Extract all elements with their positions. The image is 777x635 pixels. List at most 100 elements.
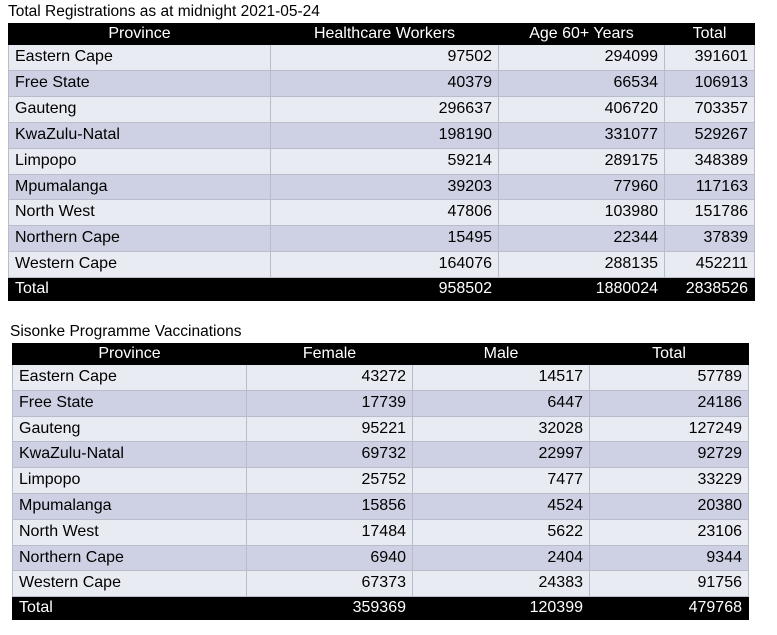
value-cell: 331077: [498, 121, 665, 149]
table-row: Limpopo 25752 7477 33229: [12, 467, 749, 494]
value-cell: 198190: [270, 121, 499, 149]
province-cell: KwaZulu-Natal: [12, 441, 247, 469]
value-cell: 15856: [246, 492, 413, 520]
province-cell: Limpopo: [12, 467, 247, 494]
value-cell: 348389: [664, 147, 755, 175]
value-cell: 92729: [589, 441, 749, 469]
registrations-header-row: Province Healthcare Workers Age 60+ Year…: [8, 23, 755, 45]
province-cell: Northern Cape: [8, 225, 271, 253]
value-cell: 77960: [498, 173, 665, 201]
value-cell: 22344: [498, 225, 665, 253]
value-cell: 91756: [589, 570, 749, 598]
table-row: Gauteng 296637 406720 703357: [8, 95, 755, 123]
province-cell: Northern Cape: [12, 544, 247, 572]
table-row: Mpumalanga 39203 77960 117163: [8, 173, 755, 201]
header-province: Province: [8, 23, 271, 45]
value-cell: 47806: [270, 199, 499, 227]
value-cell: 703357: [664, 95, 755, 123]
value-cell: 296637: [270, 95, 499, 123]
province-cell: Free State: [8, 69, 271, 97]
registrations-total-row: Total 958502 1880024 2838526: [8, 277, 755, 302]
table-row: Gauteng 95221 32028 127249: [12, 415, 749, 443]
value-cell: 127249: [589, 415, 749, 443]
value-cell: 17739: [246, 389, 413, 417]
table-row: Eastern Cape 97502 294099 391601: [8, 44, 755, 71]
province-cell: Mpumalanga: [12, 492, 247, 520]
header-age-60-plus: Age 60+ Years: [498, 23, 665, 45]
sisonke-table: Province Female Male Total Eastern Cape 4…: [12, 343, 749, 621]
value-cell: 57789: [589, 364, 749, 391]
total-age-60-plus: 1880024: [498, 277, 665, 302]
value-cell: 39203: [270, 173, 499, 201]
header-male: Male: [412, 343, 590, 365]
total-label: Total: [8, 277, 271, 302]
sisonke-total-row: Total 359369 120399 479768: [12, 596, 749, 621]
value-cell: 2404: [412, 544, 590, 572]
value-cell: 391601: [664, 44, 755, 71]
value-cell: 14517: [412, 364, 590, 391]
value-cell: 40379: [270, 69, 499, 97]
value-cell: 6447: [412, 389, 590, 417]
table-row: KwaZulu-Natal 69732 22997 92729: [12, 441, 749, 469]
value-cell: 529267: [664, 121, 755, 149]
table-row: Northern Cape 15495 22344 37839: [8, 225, 755, 253]
total-male: 120399: [412, 596, 590, 621]
value-cell: 6940: [246, 544, 413, 572]
province-cell: North West: [8, 199, 271, 227]
value-cell: 23106: [589, 518, 749, 546]
value-cell: 7477: [412, 467, 590, 494]
value-cell: 406720: [498, 95, 665, 123]
header-healthcare-workers: Healthcare Workers: [270, 23, 499, 45]
value-cell: 37839: [664, 225, 755, 253]
total-label: Total: [12, 596, 247, 621]
value-cell: 117163: [664, 173, 755, 201]
value-cell: 25752: [246, 467, 413, 494]
table-row: Mpumalanga 15856 4524 20380: [12, 492, 749, 520]
value-cell: 59214: [270, 147, 499, 175]
value-cell: 24186: [589, 389, 749, 417]
header-total: Total: [589, 343, 749, 365]
value-cell: 289175: [498, 147, 665, 175]
value-cell: 15495: [270, 225, 499, 253]
province-cell: Mpumalanga: [8, 173, 271, 201]
sisonke-caption: Sisonke Programme Vaccinations: [10, 323, 242, 340]
registrations-table: Province Healthcare Workers Age 60+ Year…: [8, 23, 755, 302]
province-cell: Gauteng: [8, 95, 271, 123]
table-row: North West 17484 5622 23106: [12, 518, 749, 546]
value-cell: 69732: [246, 441, 413, 469]
value-cell: 24383: [412, 570, 590, 598]
sisonke-header-row: Province Female Male Total: [12, 343, 749, 365]
province-cell: Limpopo: [8, 147, 271, 175]
value-cell: 66534: [498, 69, 665, 97]
value-cell: 103980: [498, 199, 665, 227]
value-cell: 106913: [664, 69, 755, 97]
value-cell: 43272: [246, 364, 413, 391]
province-cell: Western Cape: [12, 570, 247, 598]
province-cell: Eastern Cape: [12, 364, 247, 391]
table-row: Free State 40379 66534 106913: [8, 69, 755, 97]
total-female: 359369: [246, 596, 413, 621]
total-overall: 479768: [589, 596, 749, 621]
province-cell: Gauteng: [12, 415, 247, 443]
province-cell: Free State: [12, 389, 247, 417]
value-cell: 294099: [498, 44, 665, 71]
table-row: Western Cape 164076 288135 452211: [8, 251, 755, 279]
header-province: Province: [12, 343, 247, 365]
value-cell: 32028: [412, 415, 590, 443]
value-cell: 5622: [412, 518, 590, 546]
table-row: KwaZulu-Natal 198190 331077 529267: [8, 121, 755, 149]
registrations-caption: Total Registrations as at midnight 2021-…: [8, 3, 320, 20]
value-cell: 4524: [412, 492, 590, 520]
value-cell: 9344: [589, 544, 749, 572]
province-cell: North West: [12, 518, 247, 546]
value-cell: 67373: [246, 570, 413, 598]
province-cell: KwaZulu-Natal: [8, 121, 271, 149]
value-cell: 22997: [412, 441, 590, 469]
table-row: North West 47806 103980 151786: [8, 199, 755, 227]
value-cell: 288135: [498, 251, 665, 279]
province-cell: Eastern Cape: [8, 44, 271, 71]
total-overall: 2838526: [664, 277, 755, 302]
table-row: Eastern Cape 43272 14517 57789: [12, 364, 749, 391]
table-row: Western Cape 67373 24383 91756: [12, 570, 749, 598]
value-cell: 164076: [270, 251, 499, 279]
